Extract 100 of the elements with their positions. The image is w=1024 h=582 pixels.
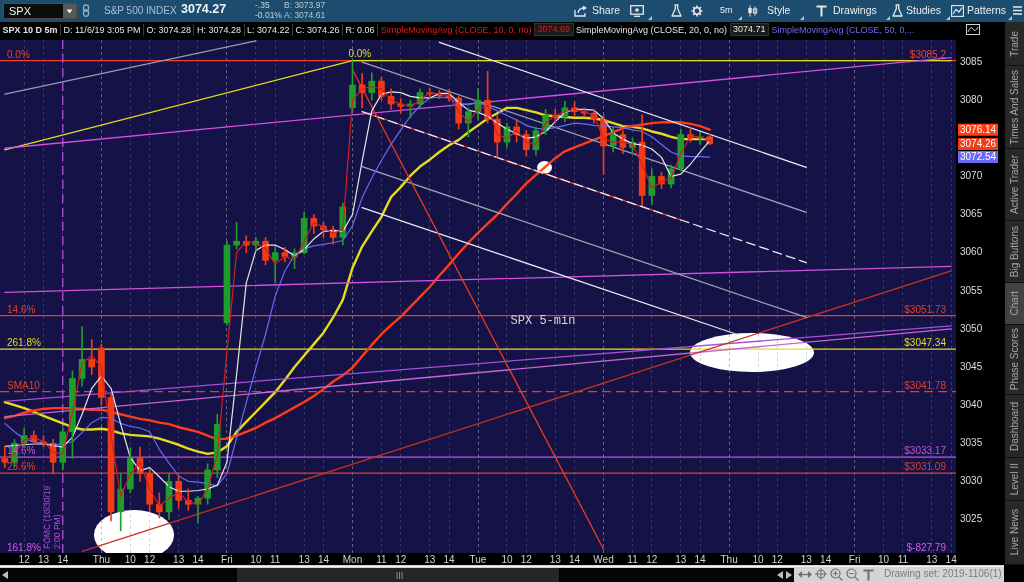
text: S&P 500 INDEX [104, 5, 177, 16]
x-tick-label: 12 [771, 553, 784, 565]
x-tick-label: 10 [250, 553, 262, 565]
ref-line-label: $3033.17 [904, 445, 947, 457]
text: Live News [1008, 509, 1021, 556]
ref-line-label: $3047.34 [904, 337, 947, 349]
text: 3074.71 [729, 23, 770, 36]
text: 5m [720, 5, 733, 16]
x-tick-label: 12 [520, 553, 533, 565]
text: -0.01% [255, 10, 282, 21]
text: R: 0.06 [343, 23, 379, 36]
x-tick-label: 12 [395, 553, 407, 565]
text: D: 11/6/19 3:05 PM [61, 23, 144, 36]
annotation: 3072.54 [960, 151, 997, 163]
x-tick-label: 13 [173, 553, 185, 565]
annotation: 0.0% [7, 48, 30, 60]
text: B: 3073.97 [284, 0, 326, 11]
text: Level II [1008, 462, 1021, 496]
x-tick-label: 10 [878, 553, 890, 565]
text: Studies [906, 4, 942, 17]
x-tick-label: 10 [501, 553, 513, 565]
text: SPX 10 D 5m [0, 23, 62, 36]
x-tick-label: Fri [848, 553, 861, 565]
text: Active Trader [1008, 155, 1021, 214]
y-tick-label: 3055 [960, 284, 983, 296]
annotation: 0.0% [348, 47, 372, 59]
x-tick-label: 12 [144, 553, 156, 565]
y-tick-label: 3085 [960, 55, 983, 67]
y-tick-label: 3080 [960, 93, 983, 105]
x-tick-label: Tue [469, 553, 487, 565]
annotation: 161.8% [7, 542, 42, 554]
text: Dashboard [1008, 401, 1021, 451]
annotation: SPX 5-min [510, 314, 576, 329]
y-tick-label: 3050 [960, 322, 983, 334]
x-tick-label: 13 [298, 553, 311, 565]
text: 3074.69 [534, 23, 574, 36]
x-tick-label: 11 [270, 553, 281, 565]
x-tick-label: 12 [646, 553, 658, 565]
x-tick-label: 14 [317, 553, 330, 565]
x-tick-label: 11 [627, 553, 639, 565]
x-tick-label: 11 [376, 553, 388, 565]
y-tick-label: 3045 [960, 360, 983, 372]
ref-line-label: $3051.73 [904, 303, 947, 315]
text: SimpleMovingAvg (CLOSE, 50, 0,... [770, 23, 916, 36]
y-tick-label: 3040 [960, 398, 983, 410]
text: Patterns [967, 4, 1007, 17]
ref-line-label: $3031.09 [904, 461, 947, 473]
annotation: $-827.79 [906, 542, 947, 554]
ref-line-label: FOMC (10/30/19 2:00 PM) [41, 485, 62, 549]
x-tick-label: Wed [593, 553, 614, 565]
y-tick-label: 3060 [960, 246, 983, 258]
x-tick-label: 14 [820, 553, 832, 565]
x-tick-label: 12 [18, 553, 31, 565]
text: Trade [1008, 30, 1021, 57]
text: H: 3074.28 [194, 23, 245, 36]
y-tick-label: 3035 [960, 436, 983, 448]
x-tick-label: 10 [752, 553, 765, 565]
annotation: 23.6% [7, 461, 36, 473]
x-tick-label: 11 [897, 553, 909, 565]
y-tick-label: 3025 [960, 513, 983, 525]
x-tick-label: Fri [221, 553, 233, 565]
text: SimpleMovingAvg (CLOSE, 10, 0, no) [379, 23, 533, 36]
text: -.35 [255, 0, 270, 11]
text: L: 3074.22 [244, 23, 294, 36]
ref-line-label: $3041.78 [904, 379, 947, 391]
x-tick-label: 14 [57, 553, 69, 565]
y-tick-label: 3070 [960, 170, 983, 182]
x-tick-label: 14 [569, 553, 581, 565]
text: SimpleMovingAvg (CLOSE, 20, 0, no) [575, 23, 728, 36]
text: 3076.14 [960, 123, 997, 135]
text: Style [767, 4, 791, 17]
x-tick-label: 13 [549, 553, 562, 565]
x-tick-label: 14 [443, 553, 456, 565]
annotation: SMA10 [7, 379, 41, 391]
x-tick-label: Thu [720, 553, 738, 565]
text: Drawings [833, 4, 877, 17]
text: O: 3074.28 [143, 23, 195, 36]
x-tick-label: Thu [92, 553, 111, 565]
x-tick-label: 14 [694, 553, 707, 565]
text: Drawing set: 2019-1106(1) [884, 568, 1002, 579]
text: Share [592, 4, 621, 17]
text: 3074.27 [181, 2, 227, 17]
text: Phase Scores [1008, 328, 1021, 391]
text: Big Buttons [1008, 225, 1021, 278]
x-tick-label: Mon [342, 553, 363, 565]
x-tick-label: 13 [926, 553, 938, 565]
x-tick-label: 13 [800, 553, 813, 565]
x-tick-label: 10 [124, 553, 137, 565]
y-tick-label: 3065 [960, 208, 983, 220]
text: Times And Sales [1008, 69, 1021, 145]
y-tick-label: 3030 [960, 475, 983, 487]
ref-line-label: $3085.2 [909, 48, 947, 60]
text: Chart [1008, 291, 1021, 316]
x-tick-label: 13 [37, 553, 50, 565]
text: A: 3074.61 [284, 10, 326, 21]
x-tick-label: 14 [192, 553, 204, 565]
x-tick-label: 14 [945, 553, 958, 565]
text: C: 3074.26 [293, 23, 344, 36]
x-tick-label: 13 [424, 553, 436, 565]
x-tick-label: 13 [675, 553, 687, 565]
